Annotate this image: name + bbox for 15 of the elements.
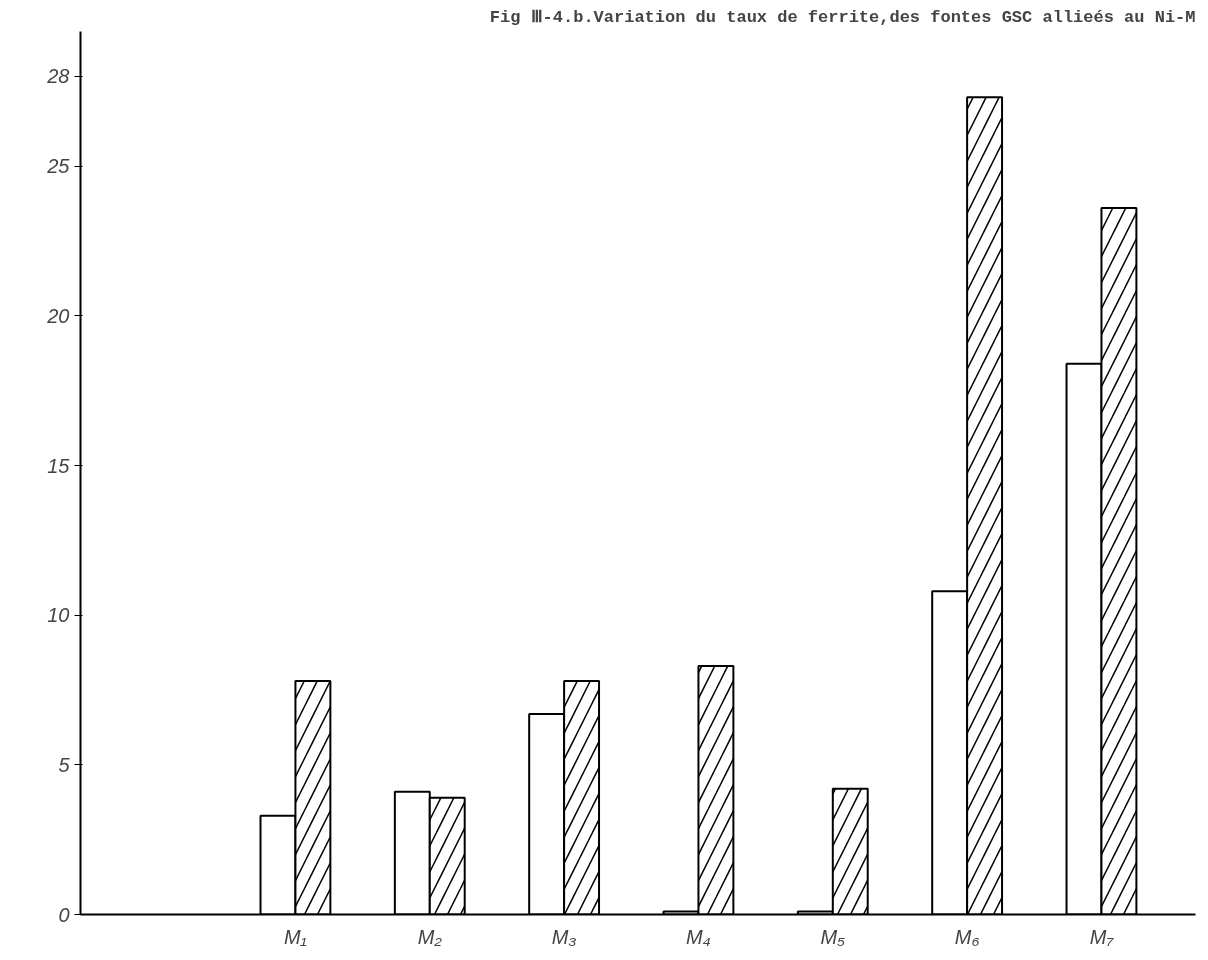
x-tick-label: M₃: [551, 925, 577, 948]
x-tick-label: M₅: [820, 925, 846, 948]
y-tick-label: 5: [58, 753, 71, 776]
y-tick-label: 15: [47, 454, 71, 477]
x-tick-label: M₆: [954, 925, 980, 948]
x-tick-label: M₄: [686, 925, 711, 948]
y-tick-label: 0: [58, 903, 70, 926]
x-tick-label: M₂: [417, 925, 443, 948]
y-tick-label: 10: [47, 604, 70, 627]
y-tick-label: 20: [46, 304, 70, 327]
chart-title: Fig Ⅲ-4.b.Variation du taux de ferrite,des fontes GSC allieés au Ni-M: [489, 7, 1196, 27]
y-tick-label: 25: [46, 155, 71, 178]
x-tick-label: M₇: [1089, 925, 1115, 948]
y-tick-label: 28: [46, 65, 70, 88]
x-tick-label: M₁: [283, 925, 307, 948]
